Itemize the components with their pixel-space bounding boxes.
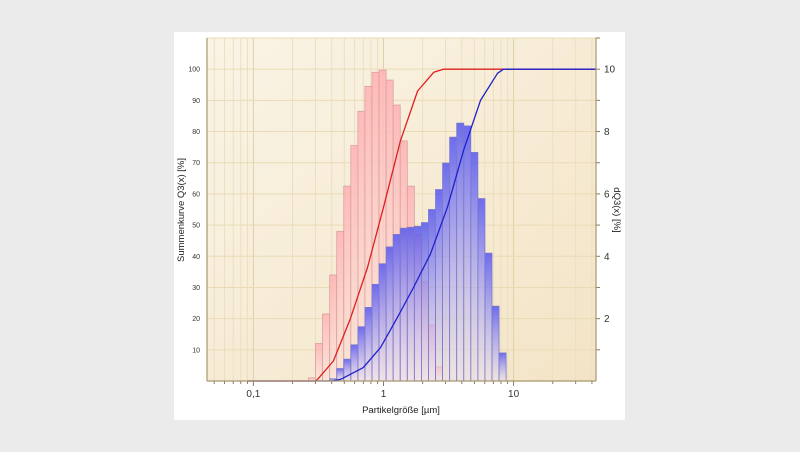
x-tick-label: 10 [508, 389, 520, 400]
blue-histogram-bar [463, 125, 472, 382]
blue-histogram-bar [406, 226, 415, 382]
y-right-tick-label: 6 [604, 189, 610, 200]
blue-histogram-bar [385, 246, 394, 382]
blue-histogram-bar [491, 305, 500, 382]
y-left-tick-label: 20 [192, 316, 200, 323]
y-axis-left-label: Summenkurve Q3(x) [%] [176, 158, 187, 262]
blue-histogram-bar [484, 252, 493, 382]
blue-cumulative-curve [247, 68, 596, 382]
y-left-tick-label: 10 [192, 347, 200, 354]
y-left-tick-label: 80 [192, 129, 200, 136]
blue-histogram-bar [357, 326, 366, 382]
red-histogram-bar [329, 274, 338, 382]
blue-histogram-bar [428, 209, 436, 382]
blue-histogram-bar [449, 136, 458, 382]
y-axis-right-label: dQ3(x) [%] [611, 187, 622, 232]
blue-histogram-bar [498, 352, 507, 382]
x-axis-label: Partikelgröße [µm] [362, 405, 440, 416]
red-histogram-bar [336, 230, 345, 382]
blue-histogram-bar [392, 234, 401, 382]
cumulative-curves [247, 68, 596, 382]
blue-histogram-bar [378, 263, 387, 382]
y-left-tick-label: 60 [192, 191, 200, 198]
y-right-tick-label: 4 [604, 252, 610, 263]
blue-histogram-bar [350, 344, 359, 382]
y-left-tick-label: 40 [192, 254, 200, 261]
y-left-tick-label: 30 [192, 285, 200, 292]
red-histogram-bar [343, 185, 352, 382]
red-histogram-bar [322, 313, 331, 382]
blue-histogram-bar [477, 198, 486, 382]
blue-histogram-bar [371, 283, 380, 382]
y-left-tick-label: 70 [192, 160, 200, 167]
x-tick-label: 1 [381, 389, 387, 400]
y-left-tick-label: 90 [192, 98, 200, 105]
blue-histogram-bar [421, 222, 429, 382]
y-right-tick-label: 10 [604, 65, 616, 76]
y-left-tick-label: 50 [192, 223, 200, 230]
x-tick-label: 0,1 [246, 389, 260, 400]
y-right-tick-label: 8 [604, 127, 610, 138]
blue-histogram-bar [413, 225, 422, 382]
blue-histogram-bar [442, 162, 451, 382]
y-right-tick-label: 2 [604, 314, 610, 325]
red-cumulative-curve [247, 68, 596, 382]
axes [206, 37, 600, 386]
histogram-bars [308, 69, 507, 382]
blue-histogram-bar [435, 189, 443, 382]
blue-histogram-bar [470, 152, 479, 382]
tick-labels: 10 20 30 40 50 60 70 80 90 100 2 4 6 8 10 0,1 1 10 [188, 65, 615, 400]
y-left-tick-label: 100 [188, 67, 200, 74]
blue-histogram-bar [364, 307, 373, 382]
